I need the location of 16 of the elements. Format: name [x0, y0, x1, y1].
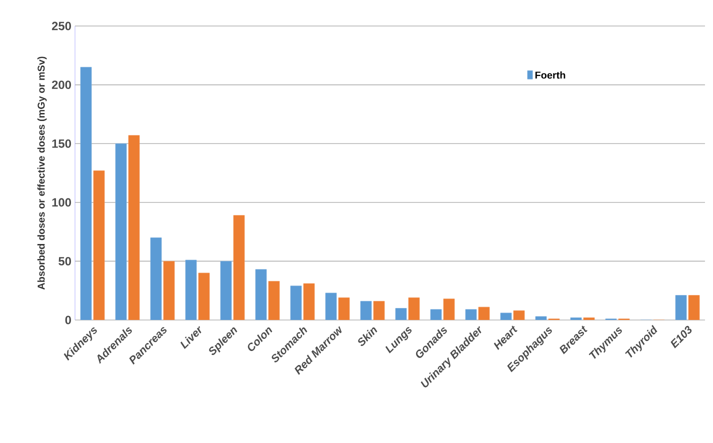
bar	[150, 237, 162, 320]
bar	[128, 135, 140, 320]
y-tick-label: 250	[52, 22, 71, 30]
y-axis-title: Absorbed doses or effective doses (mGy or mSv)	[37, 56, 47, 290]
y-tick-label: 100	[52, 198, 71, 207]
y-tick-label: 50	[58, 256, 71, 266]
y-tick-label: 200	[52, 80, 71, 90]
bar	[233, 215, 245, 320]
bar	[163, 261, 175, 320]
legend-label: Foerth	[535, 71, 566, 79]
bar	[93, 170, 105, 320]
y-tick-label: 150	[52, 139, 71, 148]
bar	[220, 261, 232, 320]
y-tick-label: 0	[65, 316, 71, 324]
bar	[115, 143, 127, 320]
bar	[80, 66, 92, 320]
